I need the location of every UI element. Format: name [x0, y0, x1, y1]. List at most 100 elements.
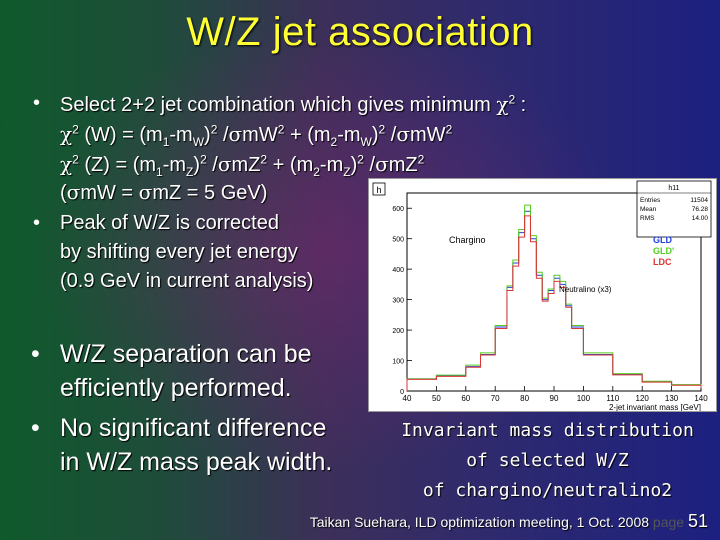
- sigma-symbol: σ: [138, 180, 153, 204]
- annotation-neutralino: Neutralino (x3): [559, 285, 612, 294]
- sup: 2: [72, 122, 79, 137]
- text: ): [350, 154, 358, 176]
- difference-line-1: No significant difference: [60, 414, 327, 442]
- text: Select 2+2 jet combination which gives m…: [60, 94, 497, 116]
- stats-value: 76.28: [692, 206, 709, 213]
- sub: 1: [162, 135, 170, 149]
- x-tick-label: 60: [461, 394, 470, 403]
- x-axis-label: 2-jet invariant mass [GeV]: [609, 403, 701, 411]
- stats-box: [636, 180, 712, 238]
- text: ): [371, 124, 379, 146]
- text: (: [60, 182, 67, 204]
- stats-value: 11504: [690, 197, 708, 204]
- separation-line-1: W/Z separation can be: [60, 340, 312, 368]
- sup: 2: [357, 152, 364, 167]
- series-gld-line: [406, 210, 702, 391]
- sigma-value: (σmW = σmZ = 5 GeV): [60, 180, 267, 205]
- x-tick-label: 50: [432, 394, 441, 403]
- sup: 2: [72, 152, 79, 167]
- chi2-w-formula: χ2 (W) = (m1-mW)2 /σmW2 + (m2-mW)2 /σmW2: [60, 122, 452, 149]
- bullet-marker: •: [33, 212, 41, 234]
- x-tick-label: 130: [665, 394, 679, 403]
- footer: Taikan Suehara, ILD optimization meeting…: [310, 511, 708, 532]
- page-number: 51: [687, 511, 708, 531]
- text: =: [115, 182, 139, 204]
- sub: Z: [186, 165, 194, 179]
- series-gld-line: [406, 204, 702, 391]
- y-tick-label: 200: [392, 328, 404, 335]
- y-tick-label: 300: [392, 298, 404, 305]
- plot-svg: h 40 50 60 70 80 90 100 110 120 130 140 0 100 200 300 40…: [372, 180, 712, 412]
- chi-symbol: χ: [60, 122, 73, 146]
- sup: 2: [508, 92, 516, 107]
- sub: 1: [156, 165, 163, 179]
- sigma-symbol: σ: [396, 122, 411, 146]
- text: /: [217, 124, 229, 146]
- sup: 2: [260, 152, 268, 167]
- text: (W) = (m: [78, 124, 163, 146]
- sub: 2: [313, 165, 320, 179]
- x-tick-label: 120: [636, 394, 650, 403]
- sup: 2: [417, 152, 425, 167]
- sub: 2: [330, 135, 338, 149]
- text: -m: [162, 154, 187, 176]
- plot-title-box: [372, 182, 386, 196]
- slide-title: W/Z jet association: [186, 10, 534, 54]
- peak-line-1: Peak of W/Z is corrected: [60, 212, 279, 234]
- y-tick-label: 400: [392, 267, 404, 274]
- text: -m: [337, 124, 361, 146]
- sigma-symbol: σ: [217, 152, 232, 176]
- sub: W: [192, 135, 205, 149]
- y-tick-label: 0: [400, 389, 404, 396]
- x-tick-label: 100: [577, 394, 591, 403]
- x-tick-label: 80: [520, 394, 529, 403]
- sub: Z: [343, 165, 351, 179]
- text: mZ: [152, 182, 182, 204]
- text: + (m: [267, 154, 314, 176]
- series-ldc-line: [406, 215, 702, 391]
- text: mW: [410, 124, 446, 146]
- sigma-symbol: σ: [228, 122, 243, 146]
- text: mZ: [231, 154, 261, 176]
- legend-entry: LDC: [653, 257, 672, 267]
- sup: 2: [445, 122, 453, 137]
- legend-entry: GLD': [653, 246, 674, 256]
- sigma-symbol: σ: [375, 152, 389, 176]
- bullet-select-jets: Select 2+2 jet combination which gives m…: [60, 92, 526, 117]
- x-tick-label: 70: [491, 394, 500, 403]
- peak-line-3: (0.9 GeV in current analysis): [60, 270, 314, 292]
- text: /: [206, 154, 218, 176]
- invariant-mass-plot: h 40 50 60 70 80 90 100 110 120 130 140 0 100 200 300 40…: [368, 178, 717, 412]
- text: /: [363, 154, 376, 176]
- text: mW: [242, 124, 278, 146]
- y-tick-label: 100: [392, 359, 404, 366]
- sup: 2: [378, 122, 386, 137]
- text: ): [204, 124, 211, 146]
- sup: 2: [277, 122, 285, 137]
- stats-value: 14.00: [692, 215, 709, 222]
- footer-text: Taikan Suehara, ILD optimization meeting…: [309, 514, 650, 530]
- stats-title: h11: [668, 185, 679, 192]
- text: mZ: [388, 154, 418, 176]
- chi-symbol: χ: [60, 152, 73, 176]
- bullet-marker: •: [31, 414, 40, 442]
- sup: 2: [210, 122, 218, 137]
- x-tick-label: 140: [694, 394, 708, 403]
- bullet-marker: •: [31, 340, 40, 368]
- chi2-z-formula: χ2 (Z) = (m1-mZ)2 /σmZ2 + (m2-mZ)2 /σmZ2: [60, 152, 424, 179]
- text: + (m: [284, 124, 331, 146]
- x-tick-label: 110: [606, 394, 619, 403]
- difference-line-2: in W/Z mass peak width.: [60, 448, 333, 476]
- text: /: [385, 124, 397, 146]
- bullet-marker: •: [33, 92, 41, 114]
- y-tick-label: 500: [392, 237, 404, 244]
- x-tick-label: 40: [403, 394, 412, 403]
- separation-line-2: efficiently performed.: [60, 374, 292, 402]
- caption-line-1: Invariant mass distribution: [401, 420, 694, 441]
- stats-label: Mean: [640, 206, 657, 213]
- legend-entry: GLD: [653, 235, 672, 245]
- sup: 2: [200, 152, 207, 167]
- text: = 5 GeV): [181, 182, 268, 204]
- page-label: page: [652, 514, 685, 530]
